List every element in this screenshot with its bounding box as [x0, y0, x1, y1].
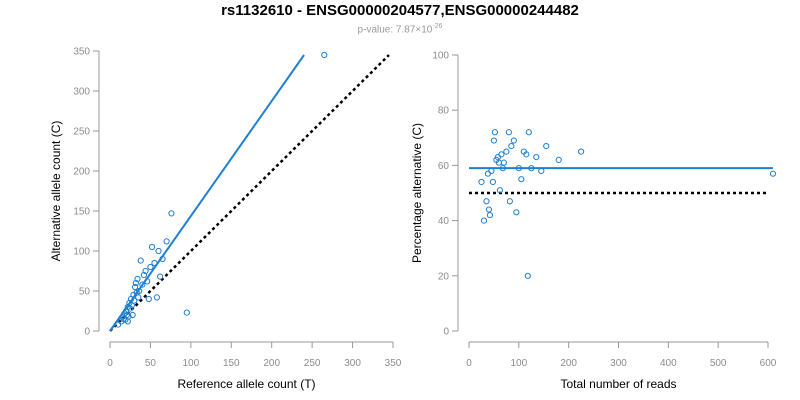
- panel1-x-tick-label: 350: [385, 358, 402, 369]
- panel1-data-point: [321, 51, 328, 59]
- panel1-x-tick-label: 0: [107, 358, 113, 369]
- panel1-x-tick-label: 200: [263, 358, 280, 369]
- panel2-y-tick-label: 60: [438, 161, 450, 172]
- panel2-data-point: [524, 272, 531, 279]
- panel2-data-point: [489, 178, 497, 186]
- panel1-data-point: [137, 257, 144, 264]
- panel1-fit-line: [109, 54, 305, 332]
- panel2-x-tick-label: 300: [610, 358, 627, 369]
- panel1-data-point: [140, 271, 148, 279]
- panel1-data-point: [147, 263, 154, 271]
- panel1-y-tick-label: 100: [73, 247, 90, 258]
- panel2-data-point: [483, 198, 490, 205]
- panel1-data-point: [155, 247, 162, 255]
- panel1-data-point: [131, 283, 139, 291]
- panel2-y-tick-label: 100: [432, 51, 449, 62]
- panel2-data-point: [533, 154, 540, 161]
- panel2-y-tick-label: 0: [443, 327, 449, 338]
- panel2-data-point: [491, 129, 499, 136]
- panel2-data-point: [503, 148, 510, 155]
- chart-title: rs1132610 - ENSG00000204577,ENSG00000244…: [221, 2, 579, 19]
- panel1-data-point: [157, 273, 164, 280]
- pvalue-subtitle: p-value: 7.87×10-26: [0, 23, 800, 35]
- panel2-x-tick-label: 600: [760, 358, 777, 369]
- panel1-data-point: [163, 238, 170, 245]
- panel2-x-tick-label: 0: [466, 358, 472, 369]
- panel1-data-point: [139, 281, 146, 288]
- panel2-data-point: [490, 137, 498, 144]
- panel1-data-point: [159, 255, 166, 263]
- panel1-data-point: [168, 210, 175, 217]
- panel1-x-tick-label: 50: [145, 358, 157, 369]
- panel2-data-point: [769, 170, 777, 177]
- panel1-x-tick-label: 300: [344, 358, 361, 369]
- panel2-data-point: [500, 159, 507, 166]
- panel1-data-point: [134, 275, 141, 283]
- panel2-data-point: [488, 167, 495, 175]
- panel1-x-tick-label: 150: [223, 358, 240, 369]
- panel2-x-tick-label: 100: [510, 358, 527, 369]
- panel2-data-point: [510, 137, 517, 144]
- panel2-data-point: [506, 198, 513, 205]
- panel2-data-point: [513, 209, 520, 216]
- panel2-x-tick-label: 500: [710, 358, 727, 369]
- panel1-data-point: [135, 294, 142, 301]
- panel2-data-point: [505, 129, 512, 136]
- panel2-data-point: [486, 211, 494, 219]
- panel1-data-point: [183, 309, 190, 316]
- panel1-data-point: [153, 294, 160, 301]
- panel2-data-point: [528, 165, 535, 172]
- panel1-x-tick-label: 100: [183, 358, 200, 369]
- panel1-data-point: [144, 278, 151, 285]
- panel2-data-point: [538, 167, 545, 175]
- pvalue-text: p-value: 7.87×10: [357, 24, 433, 36]
- panel1-data-point: [127, 305, 134, 312]
- panel2-y-tick-label: 40: [438, 216, 450, 227]
- panel2-y-tick-label: 20: [438, 271, 450, 282]
- panel1-data-point: [145, 295, 152, 303]
- panel1-y-tick-label: 0: [84, 327, 90, 338]
- panel2-x-axis-label: Total number of reads: [560, 377, 676, 391]
- panel1-data-point: [136, 287, 143, 295]
- panel1-y-tick-label: 350: [73, 47, 90, 58]
- panel1-reference-line: [109, 54, 390, 332]
- panel1-y-tick-label: 50: [79, 287, 91, 298]
- panel1-data-point: [114, 321, 122, 328]
- panel2-data-point: [478, 178, 485, 186]
- panel1-y-axis-label: Alternative allele count (C): [49, 121, 63, 262]
- panel1-data-point: [129, 311, 136, 319]
- panel2-data-point: [484, 170, 492, 177]
- panel1-y-tick-label: 300: [73, 87, 90, 98]
- panel2-data-point: [496, 187, 503, 194]
- panel2-data-point: [578, 148, 585, 155]
- panel1-data-point: [128, 302, 135, 309]
- panel2-data-point: [485, 206, 493, 213]
- panel1-x-axis-label: Reference allele count (T): [177, 377, 315, 391]
- panel2-x-tick-label: 400: [660, 358, 677, 369]
- panel1-y-tick-label: 150: [73, 207, 90, 218]
- panel1-data-point: [131, 297, 138, 304]
- pvalue-exponent: -26: [432, 23, 443, 30]
- panel1-data-point: [132, 279, 139, 287]
- panel2-x-tick-label: 200: [560, 358, 577, 369]
- panel2-data-point: [543, 142, 550, 150]
- panel1-data-point: [148, 243, 156, 251]
- panel1-y-tick-label: 200: [73, 167, 90, 178]
- panel2-y-axis-label: Percentage alternative (C): [410, 123, 424, 263]
- panel1-data-point: [142, 267, 149, 275]
- panel2-data-point: [518, 176, 525, 183]
- panel2-data-point: [498, 151, 505, 158]
- panel2-data-point: [555, 156, 562, 163]
- panel2-data-point: [523, 151, 530, 158]
- panel2-y-tick-label: 80: [438, 106, 450, 117]
- panel1-data-point: [125, 313, 132, 320]
- panel1-data-point: [151, 259, 158, 267]
- panel2-data-point: [525, 129, 532, 136]
- panel2-data-point: [480, 217, 488, 224]
- panel2-data-point: [508, 142, 515, 150]
- panel1-y-tick-label: 250: [73, 127, 90, 138]
- panel2-data-point: [515, 165, 522, 172]
- panel1-x-tick-label: 250: [304, 358, 321, 369]
